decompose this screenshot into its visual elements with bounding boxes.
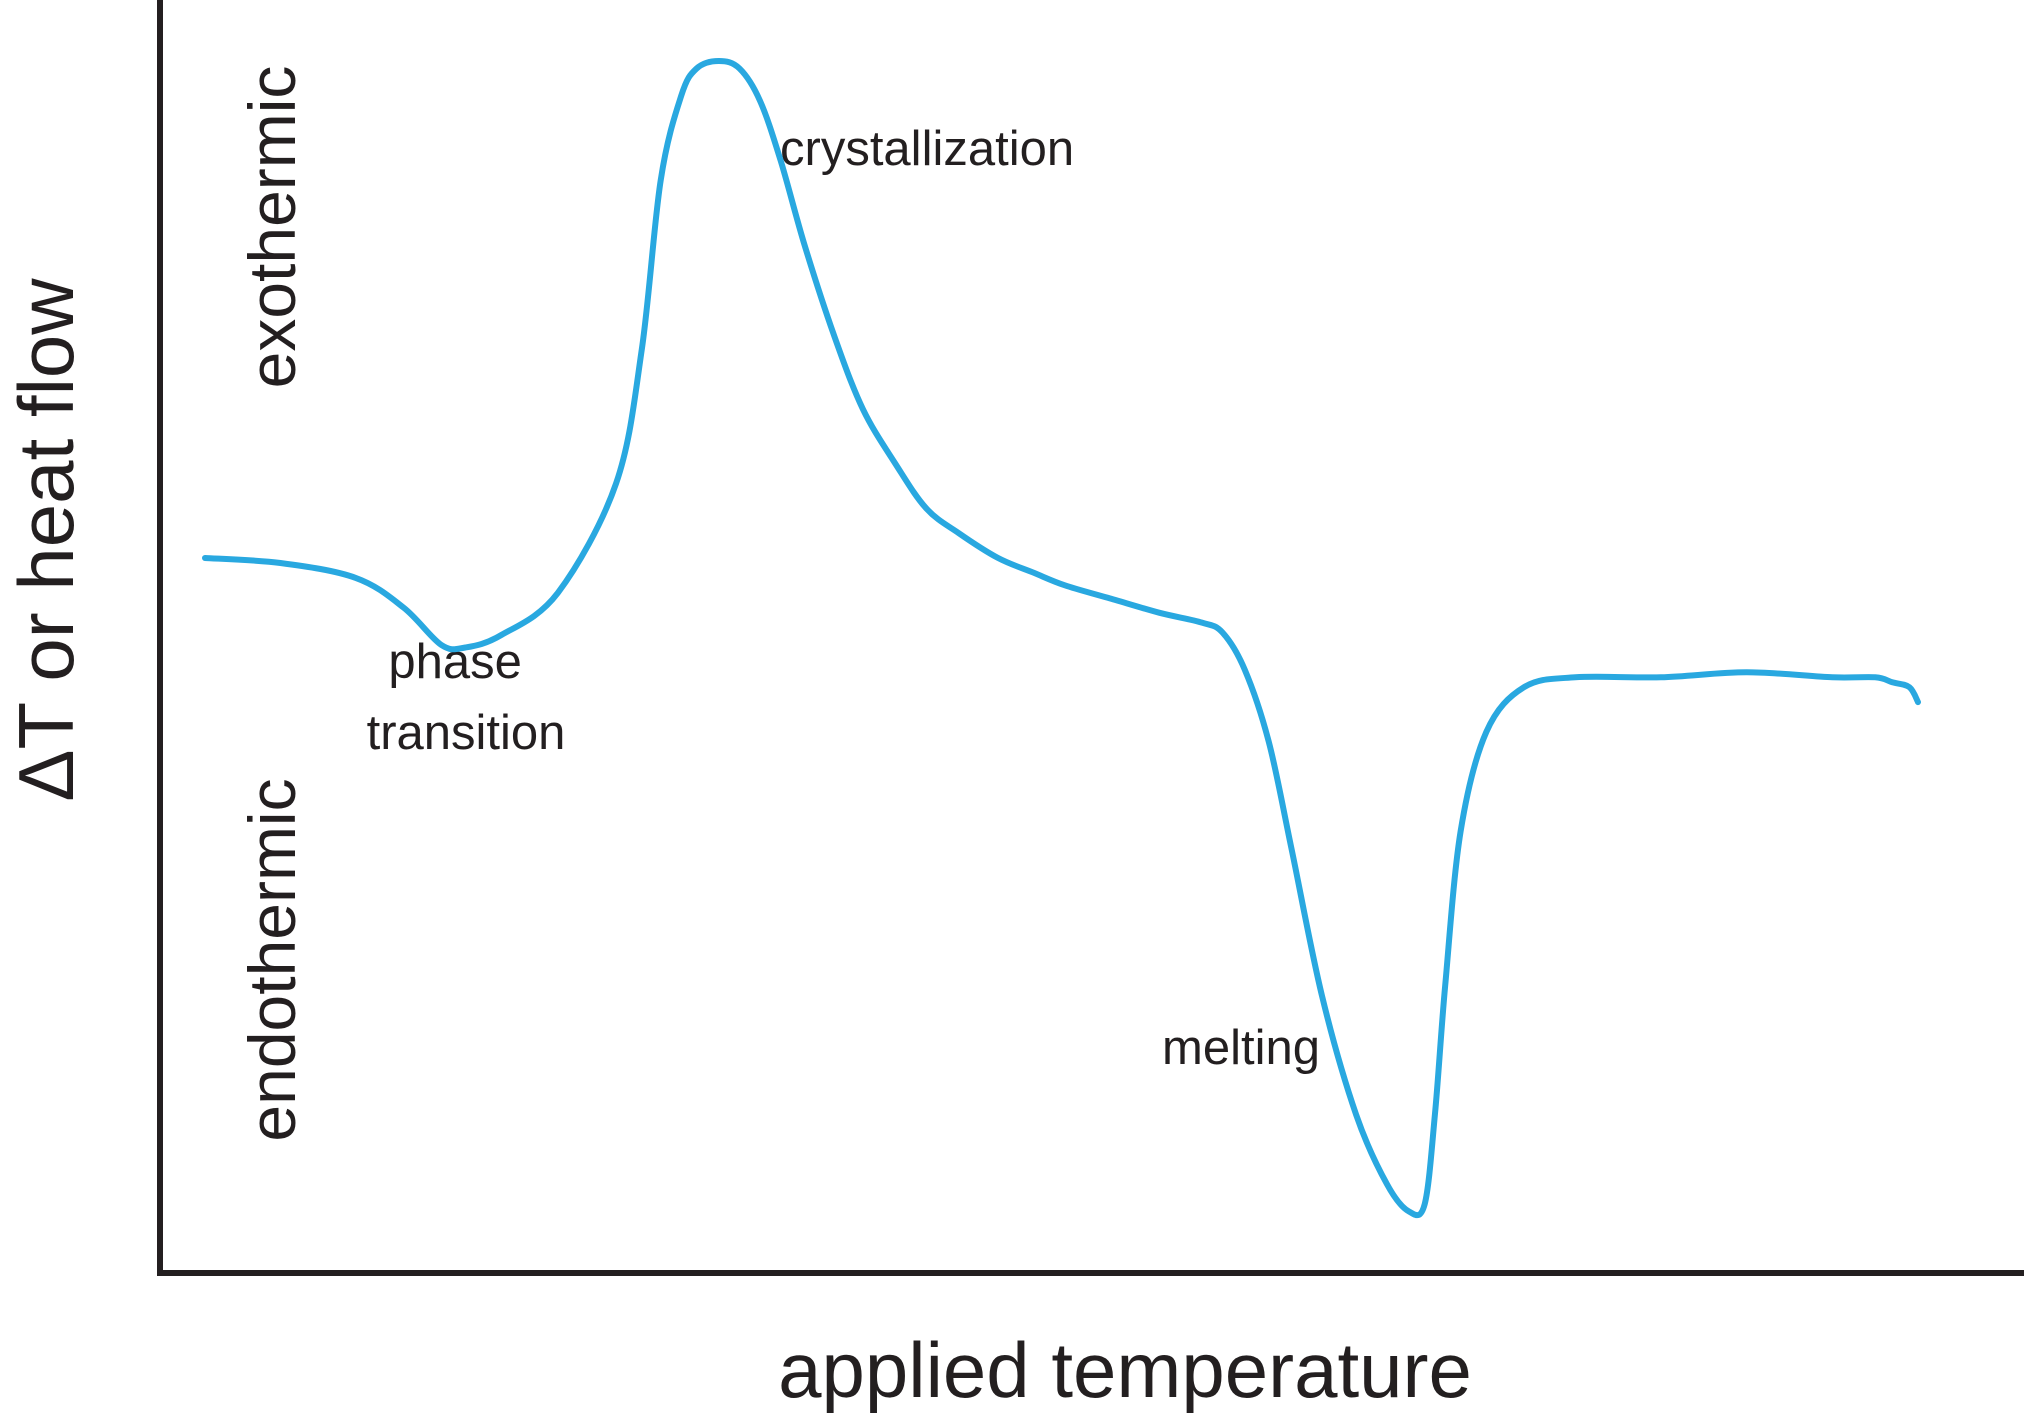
exothermic-label: exothermic	[235, 66, 309, 389]
endothermic-label: endothermic	[235, 778, 309, 1141]
annotation-phase-transition: phase transition	[367, 635, 566, 760]
annotation-phase-line: phase	[388, 635, 522, 689]
annotation-transition-line: transition	[367, 706, 566, 760]
series-0-line	[202, 58, 1921, 1219]
x-axis-title: applied temperature	[778, 1326, 1472, 1414]
annotation-melting: melting	[1162, 1021, 1320, 1075]
annotation-crystallization: crystallization	[780, 122, 1074, 176]
y-axis-title: ΔT or heat flow	[2, 278, 90, 802]
